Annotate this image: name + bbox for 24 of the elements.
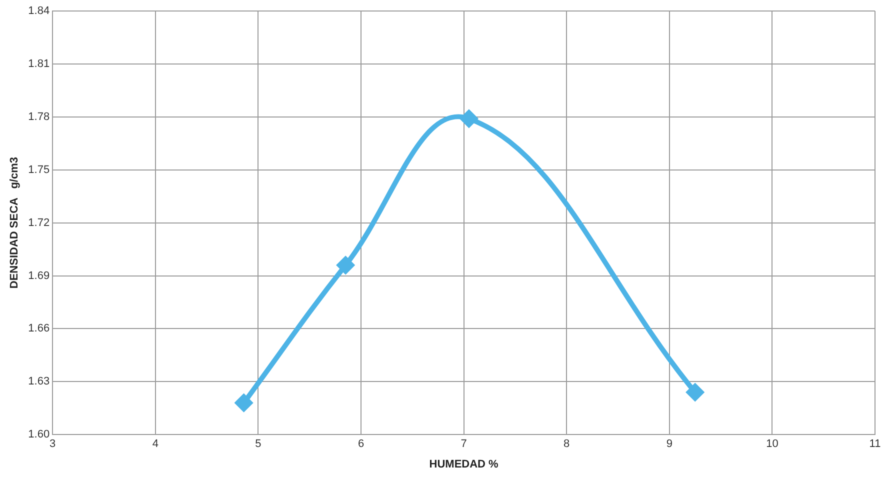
x-tick-label: 11 <box>869 438 881 450</box>
point <box>235 394 252 412</box>
x-tick-label: 5 <box>255 438 262 450</box>
y-tick-label: 1.63 <box>28 376 50 388</box>
y-tick-label: 1.72 <box>28 216 50 229</box>
point <box>460 110 478 128</box>
y-tick-label: 1.66 <box>28 322 50 335</box>
x-tick-label: 3 <box>50 438 56 450</box>
point <box>686 384 704 401</box>
x-tick-label: 8 <box>564 438 570 450</box>
y-tick-label: 1.75 <box>28 164 50 176</box>
y-tick-label: 1.60 <box>28 428 50 441</box>
x-axis-title: HUMEDAD % <box>429 458 499 470</box>
y-axis-title: DENSIDAD SECA g/cm3 <box>8 156 21 289</box>
x-tick-label: 4 <box>152 438 158 450</box>
x-tick-label: 10 <box>766 438 778 450</box>
y-tick-label: 1.69 <box>28 270 50 282</box>
point <box>337 256 354 274</box>
y-tick-label: 1.84 <box>28 5 50 18</box>
x-tick-label: 7 <box>460 438 467 450</box>
y-tick-label: 1.78 <box>28 110 50 123</box>
y-tick-label: 1.81 <box>28 58 50 70</box>
x-tick-label: 6 <box>358 438 364 450</box>
x-tick-label: 9 <box>666 438 672 450</box>
